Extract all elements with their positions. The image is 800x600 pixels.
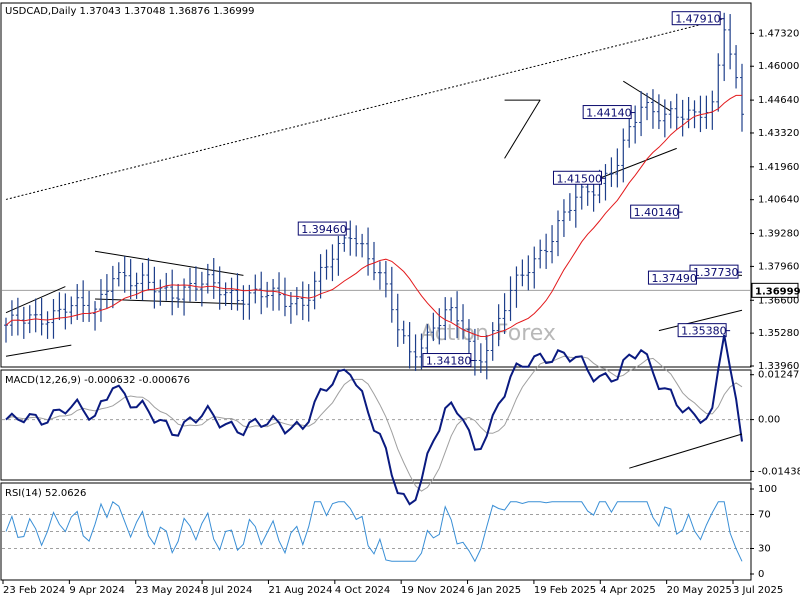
x-tick-label: 3 Jul 2025 [733,585,783,596]
y-tick-label: 1.33960 [758,361,799,372]
macd-y-tick-label: 0.012472 [758,370,800,381]
x-tick-label: 23 Feb 2024 [3,585,65,596]
rsi-line [5,501,743,563]
y-tick-label: 1.37960 [758,261,799,272]
watermark: Action Forex [420,321,556,346]
price-annotations: 1.47910 1.44140 1.41500 1.40140 1.39460 1.377… [297,11,742,368]
price-title: USDCAD,Daily 1.37043 1.37048 1.36876 1.3… [5,6,255,17]
x-tick-label: 8 Jul 2024 [202,585,252,596]
price-annotation: 1.40140 [630,204,683,219]
rsi-title: RSI(14) 52.0626 [5,488,86,499]
rsi-y-tick-label: 70 [758,510,771,521]
rsi-y-tick-label: 0 [758,569,764,580]
price-annotation: 1.39460 [297,221,351,236]
x-tick-label: 23 May 2024 [136,585,201,596]
price-y-axis: 1.47320 1.46000 1.44640 1.43320 1.41960 1.406… [750,28,800,372]
current-price-box [751,282,799,298]
price-annotation: 1.35380 [677,323,731,338]
x-tick-label: 4 Apr 2025 [600,585,655,596]
price-annotation: 1.37490 [647,270,701,285]
price-annotation: 1.44140 [582,105,636,120]
y-tick-label: 1.40640 [758,195,799,206]
price-annotation-label: 1.37730 [693,266,739,279]
x-tick-label: 9 Apr 2024 [69,585,124,596]
macd-line [5,334,743,506]
price-annotation-label: 1.47910 [675,13,721,26]
moving-average-line [5,94,742,338]
macd-indicator: 0.012472 0.00 -0.014389 [2,334,800,506]
price-annotation-label: 1.44140 [586,107,632,120]
x-axis: 23 Feb 2024 9 Apr 2024 23 May 2024 8 Jul 20… [2,580,783,596]
x-tick-label: 20 May 2025 [667,585,732,596]
ma-series [5,94,742,338]
rsi-y-tick-label: 100 [758,484,777,495]
price-panel-frame [0,2,752,368]
dotted-trendline-segment [5,18,725,200]
y-tick-label: 1.44640 [758,95,799,106]
macd-trendline [629,433,743,469]
x-tick-label: 21 Aug 2024 [268,585,332,596]
pattern-line [504,99,541,159]
macd-title: MACD(12,26,9) -0.000632 -0.000676 [5,375,190,386]
y-tick-label: 1.39280 [758,229,799,240]
price-annotation-label: 1.41500 [556,172,602,185]
x-tick-label: 19 Feb 2025 [534,585,596,596]
pattern-line [94,250,244,276]
rsi-indicator: 100 70 30 0 [2,484,777,580]
y-tick-label: 1.41960 [758,162,799,173]
x-tick-label: 19 Nov 2024 [401,585,465,596]
price-annotation: 1.47910 [671,11,725,26]
y-tick-label: 1.47320 [758,28,799,39]
macd-panel-frame [0,369,752,481]
y-tick-label: 1.43320 [758,128,799,139]
y-tick-label: 1.35280 [758,328,799,339]
y-tick-label: 1.36600 [758,295,799,306]
price-annotation-label: 1.34180 [426,355,472,368]
rsi-y-tick-label: 30 [758,544,771,555]
macd-signal-line [5,355,743,492]
price-annotation: 1.34180 [422,353,475,368]
macd-y-tick-label: 0.00 [758,415,780,426]
x-tick-label: 4 Oct 2024 [335,585,390,596]
price-annotation-label: 1.37490 [651,272,697,285]
price-bars [4,12,744,380]
price-annotation: 1.37730 [689,264,742,279]
pattern-line [5,344,72,357]
dotted-trendline [5,18,725,200]
current-price-label: 1.36999 [755,286,800,297]
pattern-line [658,309,743,332]
y-tick-label: 1.46000 [758,61,799,72]
pattern-line [599,147,677,179]
pattern-line [95,298,244,305]
price-annotation: 1.41500 [552,170,606,185]
macd-y-tick-label: -0.014389 [758,466,800,477]
price-annotation-label: 1.40140 [634,206,680,219]
price-annotation-label: 1.35380 [681,325,727,338]
price-annotation-label: 1.39460 [301,223,347,236]
x-tick-label: 6 Jan 2025 [468,585,522,596]
